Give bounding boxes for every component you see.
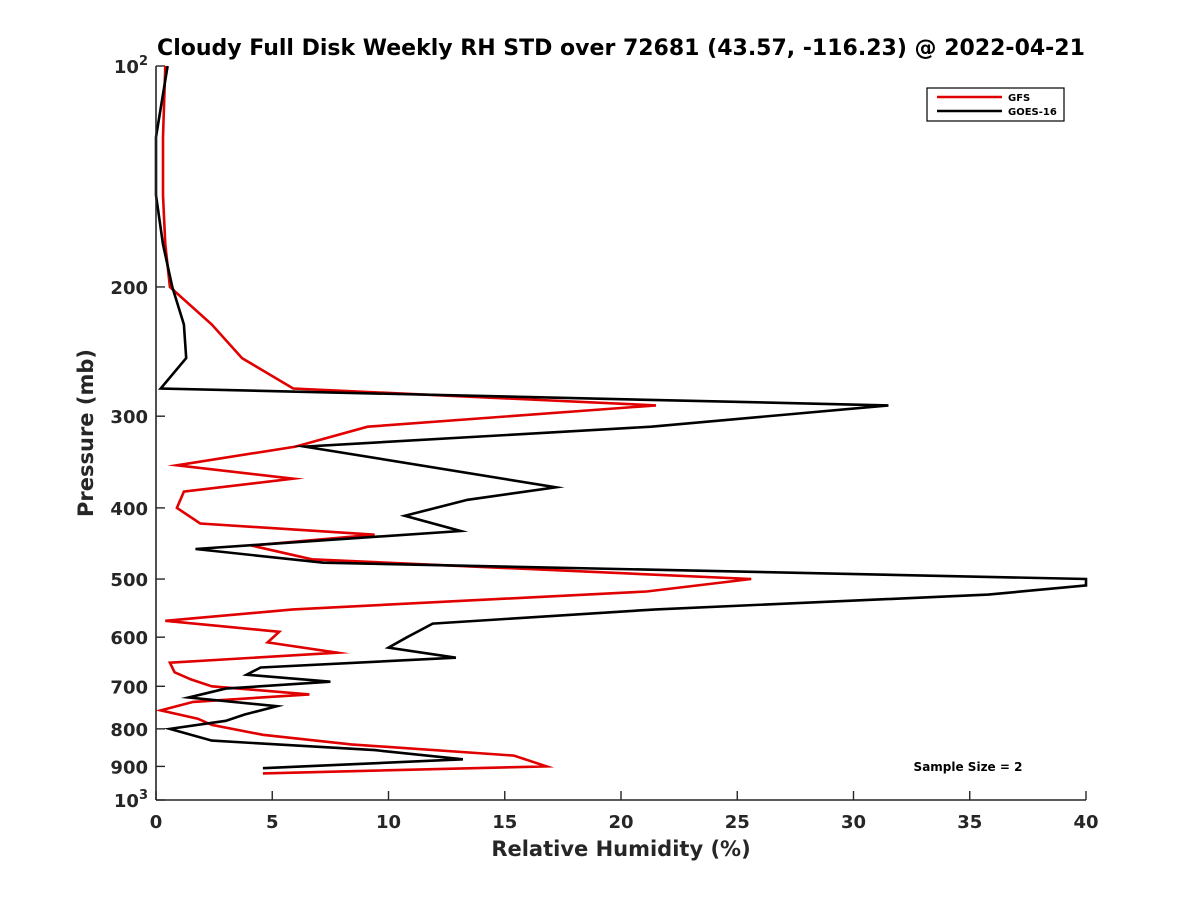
legend-label-goes16: GOES-16 — [1008, 107, 1057, 118]
x-tick-label: 5 — [266, 812, 279, 833]
y-tick-label: 400 — [110, 499, 148, 520]
x-tick-label: 40 — [1073, 812, 1098, 833]
legend: GFS GOES-16 — [926, 87, 1065, 122]
y-tick-label: 900 — [110, 757, 148, 778]
x-tick-label: 25 — [725, 812, 750, 833]
y-tick-label: 800 — [110, 720, 148, 741]
sample-size-annotation: Sample Size = 2 — [914, 760, 1023, 774]
y-tick-label: 300 — [110, 407, 148, 428]
x-tick-label: 30 — [841, 812, 866, 833]
legend-box — [926, 87, 1065, 122]
x-tick-label: 0 — [150, 812, 163, 833]
x-tick-label: 10 — [376, 812, 401, 833]
y-tick-label: 102 — [114, 54, 148, 78]
plot-area — [156, 66, 1086, 800]
series-line-goes16 — [154, 65, 1088, 770]
y-tick-label: 600 — [110, 628, 148, 649]
y-axis-label: Pressure (mb) — [74, 349, 98, 517]
series-line-gfs — [155, 65, 752, 775]
x-tick-label: 15 — [492, 812, 517, 833]
chart-title: Cloudy Full Disk Weekly RH STD over 7268… — [157, 36, 1085, 61]
x-tick-label: 20 — [608, 812, 633, 833]
legend-label-gfs: GFS — [1008, 93, 1030, 104]
series-layer — [154, 65, 1088, 775]
y-tick-label: 700 — [110, 677, 148, 698]
x-tick-label: 35 — [957, 812, 982, 833]
y-tick-label: 103 — [114, 788, 148, 812]
axis-ticks: 0 5 10 15 20 25 30 35 40 102 200 300 400 500 600 700 800… — [110, 54, 1098, 833]
x-axis-label: Relative Humidity (%) — [491, 837, 750, 861]
y-tick-label: 500 — [110, 570, 148, 591]
y-tick-label: 200 — [110, 278, 148, 299]
